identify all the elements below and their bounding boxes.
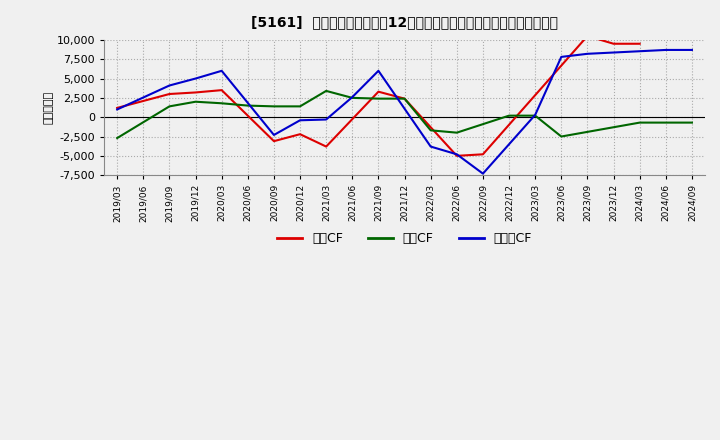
Y-axis label: （百万円）: （百万円）: [44, 91, 54, 124]
Legend: 営業CF, 投資CF, フリーCF: 営業CF, 投資CF, フリーCF: [272, 227, 537, 250]
Title: [5161]  キャッシュフローの12か月移動合計の対前年同期増減額の推移: [5161] キャッシュフローの12か月移動合計の対前年同期増減額の推移: [251, 15, 558, 29]
